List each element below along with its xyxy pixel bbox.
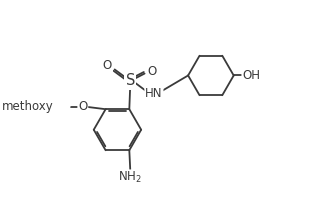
Text: OH: OH xyxy=(242,69,260,82)
Text: methoxy: methoxy xyxy=(65,106,72,107)
Text: S: S xyxy=(126,73,135,89)
Text: HN: HN xyxy=(145,87,163,100)
Text: O: O xyxy=(103,59,112,72)
Text: NH$_2$: NH$_2$ xyxy=(118,170,142,185)
Text: methoxy: methoxy xyxy=(2,100,54,113)
Text: O: O xyxy=(78,100,87,114)
Text: O: O xyxy=(147,65,156,78)
